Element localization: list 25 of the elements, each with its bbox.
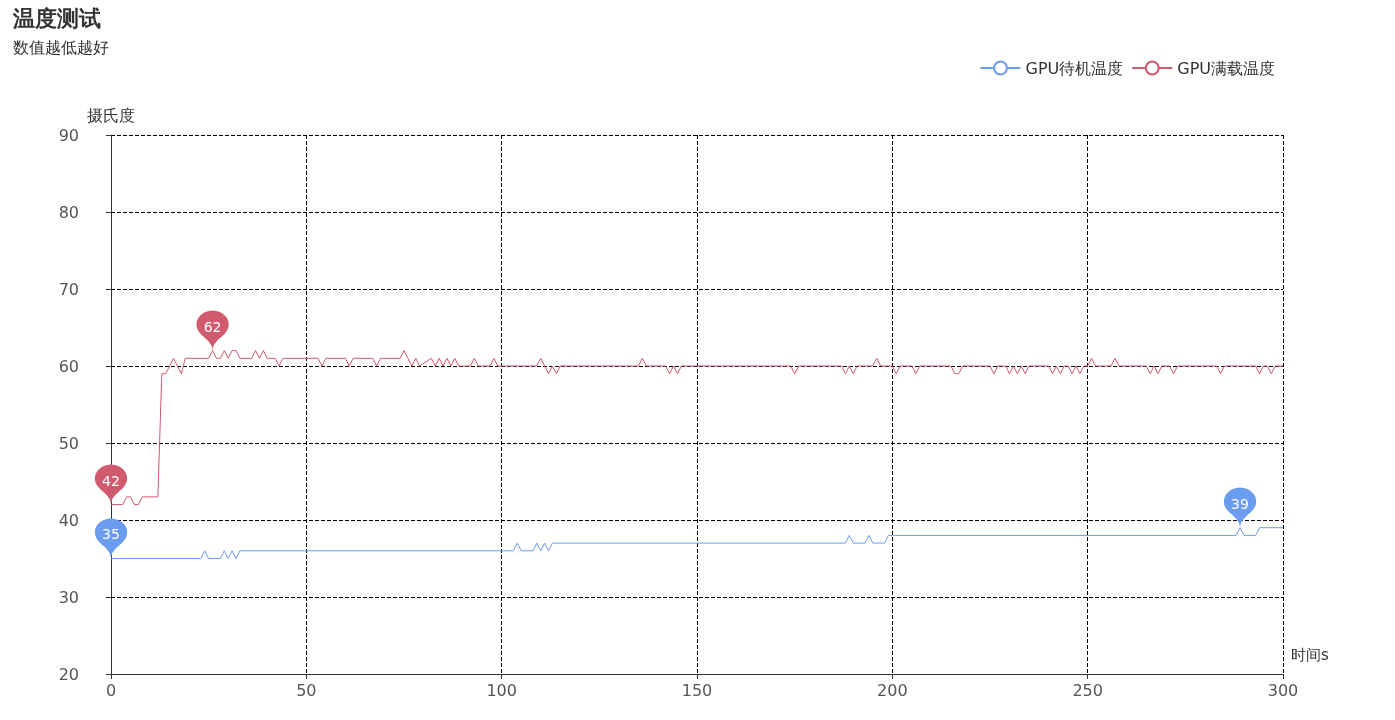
y-tick-label: 30 — [58, 587, 79, 607]
x-tick-label: 50 — [296, 680, 317, 700]
annotation: 62 — [203, 318, 222, 335]
x-tick-label: 100 — [486, 680, 517, 700]
x-tick-label: 300 — [1267, 680, 1299, 700]
legend-label: GPU满载温度 — [1177, 58, 1276, 78]
y-tick-label: 50 — [58, 433, 79, 453]
x-tick-label: 250 — [1072, 680, 1103, 700]
y-tick-label: 40 — [58, 510, 79, 530]
chart-subtitle: 数值越低越好 — [13, 37, 109, 57]
legend-label: GPU待机温度 — [1025, 58, 1124, 78]
y-axis-title: 摄氏度 — [87, 105, 135, 125]
y-tick-label: 80 — [58, 202, 79, 222]
x-tick-label: 150 — [681, 680, 713, 700]
y-tick-label: 70 — [58, 279, 79, 299]
x-axis-title: 时间s — [1291, 645, 1329, 664]
x-tick-label: 200 — [877, 680, 908, 700]
x-tick-label: 0 — [105, 680, 117, 700]
annotation: 42 — [102, 472, 120, 489]
chart-title: 温度测试 — [12, 5, 101, 31]
annotation: 39 — [1231, 495, 1249, 512]
y-tick-label: 60 — [58, 356, 79, 376]
y-tick-label: 20 — [58, 664, 79, 684]
y-tick-label: 90 — [58, 125, 79, 145]
annotation: 35 — [102, 526, 120, 543]
